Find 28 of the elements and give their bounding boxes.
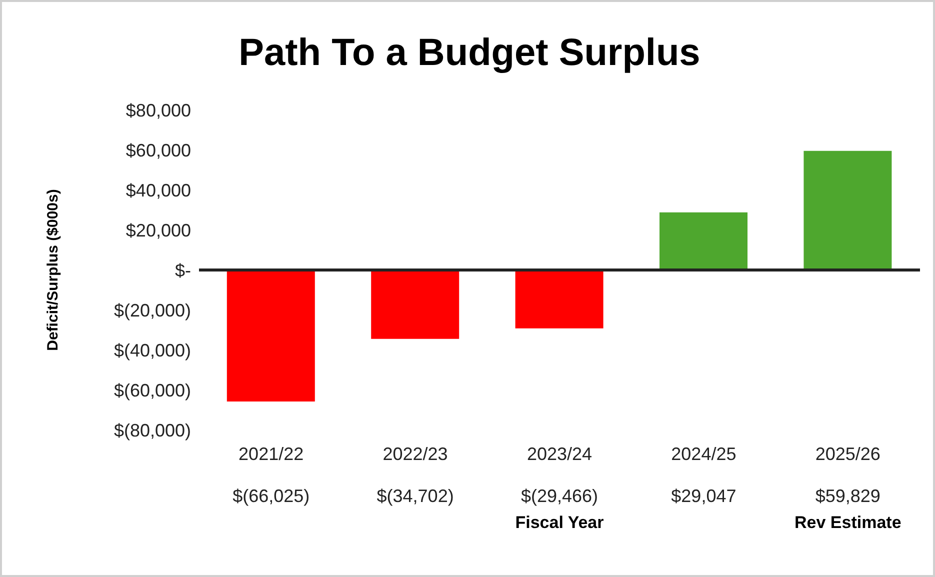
bar [370, 270, 460, 340]
data-label: $(66,025) [232, 486, 310, 506]
x-axis-title: Fiscal Year [515, 513, 604, 532]
x-tick-label: 2025/26 [815, 444, 880, 464]
y-tick-label: $40,000 [126, 180, 191, 200]
data-label: $29,047 [671, 486, 736, 506]
y-tick-label: $20,000 [126, 220, 191, 240]
y-tick-label: $(40,000) [114, 340, 191, 360]
x-tick-label: 2023/24 [526, 444, 592, 464]
text: Rev Estimate [794, 513, 902, 533]
y-axis-title: Deficit/Surplus ($000s) [44, 189, 62, 351]
data-label: $(29,466) [520, 486, 598, 506]
y-tick-label: $(20,000) [114, 300, 191, 320]
x-tick-label: 2022/23 [382, 444, 448, 464]
y-tick-label: $(60,000) [114, 380, 191, 400]
y-tick-label: $(80,000) [114, 420, 191, 440]
y-tick-label: $- [174, 260, 191, 280]
bar [658, 211, 748, 270]
data-label: $59,829 [815, 486, 880, 506]
bar [226, 270, 316, 403]
bar [802, 150, 893, 270]
x-tick-label: 2024/25 [671, 444, 736, 464]
bar [514, 270, 604, 330]
chart-title: Path To a Budget Surplus [238, 32, 702, 75]
data-label: $(34,702) [376, 486, 454, 506]
y-tick-label: $60,000 [126, 140, 191, 160]
y-tick-label: $80,000 [126, 100, 191, 120]
x-tick-label: 2021/22 [238, 444, 304, 464]
